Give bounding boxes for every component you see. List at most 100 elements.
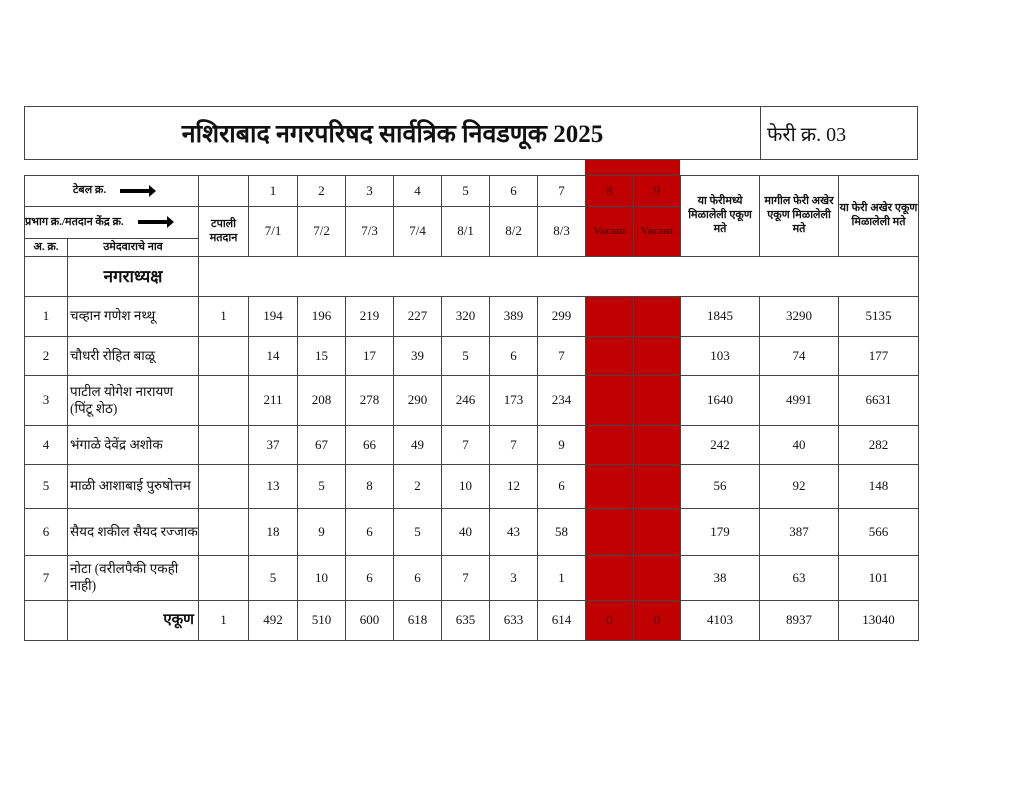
table-no: 7: [537, 175, 587, 207]
booth-label: प्रभाग क्र./मतदान केंद्र क्र.: [25, 215, 124, 228]
results-table: टेबल क्र. 1 2 3 4 5 6 7 8 9 या फेरीमध्ये…: [23, 175, 920, 641]
booth-no: 7/4: [393, 206, 443, 257]
cumulative-total: 6631: [838, 375, 920, 426]
booth-no: 8/2: [489, 206, 539, 257]
this-round-total-header: या फेरीमध्ये मिळालेली एकूण मते: [680, 175, 761, 257]
booth-no: 7/3: [345, 206, 395, 257]
booth-label-cell: प्रभाग क्र./मतदान केंद्र क्र.: [23, 206, 200, 239]
candidate-row: 4 भंगाळे देवेंद्र अशोक 37 67 66 49 7 7 9 242 40 282: [24, 425, 920, 465]
table-no: 4: [393, 175, 443, 207]
table-total: 635: [441, 600, 491, 641]
table-votes: 7: [537, 336, 587, 376]
previous-total: 74: [759, 336, 840, 376]
postal-votes: [198, 375, 250, 426]
total-row: एकूण 1 492 510 600 618 635 633 614 0 0 4103 8937 1304…: [24, 600, 920, 641]
sr-no: 4: [24, 425, 68, 465]
cumulative-total: 282: [838, 425, 920, 465]
table-votes: 12: [489, 464, 539, 509]
postal-votes: [198, 336, 250, 376]
round-total: 103: [680, 336, 761, 376]
table-votes: 9: [537, 425, 587, 465]
table-votes: 5: [297, 464, 347, 509]
table-votes: 6: [345, 508, 395, 556]
table-votes: 246: [441, 375, 491, 426]
table-no-label: टेबल क्र.: [72, 184, 107, 197]
previous-total: 4991: [759, 375, 840, 426]
total-label: एकूण: [66, 600, 200, 641]
page-title: नशिराबाद नगरपरिषद सार्वत्रिक निवडणूक 202…: [25, 107, 761, 159]
previous-total: 40: [759, 425, 840, 465]
candidate-row: 6 सैयद शकील सैयद रज्जाक 18 9 6 5 40 43 58 179 387 5…: [24, 508, 920, 556]
postal-votes: [198, 555, 250, 601]
table-votes: 17: [345, 336, 395, 376]
table-no: 5: [441, 175, 491, 207]
section-row: नगराध्यक्ष: [24, 256, 920, 297]
table-total: 0: [585, 600, 635, 641]
table-votes: 5: [441, 336, 491, 376]
previous-total: 387: [759, 508, 840, 556]
table-votes: 37: [248, 425, 299, 465]
candidate-name: सैयद शकील सैयद रज्जाक: [66, 508, 200, 556]
booth-no: 8/1: [441, 206, 491, 257]
table-no: 3: [345, 175, 395, 207]
table-votes: [585, 336, 635, 376]
table-votes: 14: [248, 336, 299, 376]
table-votes: 290: [393, 375, 443, 426]
table-total: 633: [489, 600, 539, 641]
candidate-name: नोटा (वरीलपैकी एकही नाही): [66, 555, 200, 601]
table-votes: 3: [489, 555, 539, 601]
table-votes: [585, 375, 635, 426]
table-votes: 219: [345, 296, 395, 337]
cumulative-total: 148: [838, 464, 920, 509]
previous-total: 92: [759, 464, 840, 509]
table-votes: [585, 508, 635, 556]
sr-no: 6: [24, 508, 68, 556]
table-votes: 2: [393, 464, 443, 509]
table-votes: [633, 508, 682, 556]
table-votes: 211: [248, 375, 299, 426]
booth-no: 7/1: [248, 206, 299, 257]
table-votes: 278: [345, 375, 395, 426]
table-votes: 10: [297, 555, 347, 601]
table-votes: [585, 296, 635, 337]
booth-vacant: Vacant: [633, 206, 682, 257]
arrow-right-icon: [137, 216, 174, 229]
table-votes: [633, 336, 682, 376]
table-votes: 13: [248, 464, 299, 509]
table-votes: 7: [441, 555, 491, 601]
table-votes: 67: [297, 425, 347, 465]
sr-no: 7: [24, 555, 68, 601]
table-total: 618: [393, 600, 443, 641]
table-votes: 10: [441, 464, 491, 509]
table-votes: 1: [537, 555, 587, 601]
candidate-name: चव्हान गणेश नथ्थू: [66, 296, 200, 337]
candidate-name: माळी आशाबाई पुरुषोत्तम: [66, 464, 200, 509]
table-no: 9: [633, 175, 682, 207]
postal-votes: [198, 508, 250, 556]
candidate-row: 5 माळी आशाबाई पुरुषोत्तम 13 5 8 2 10 12 6 56 92 148: [24, 464, 920, 509]
sr-no: 2: [24, 336, 68, 376]
candidate-name: चौधरी रोहित बाळू: [66, 336, 200, 376]
cumulative-total: 566: [838, 508, 920, 556]
table-votes: 6: [489, 336, 539, 376]
title-box: नशिराबाद नगरपरिषद सार्वत्रिक निवडणूक 202…: [24, 106, 918, 160]
empty-cell: [24, 256, 68, 297]
sr-no: 3: [24, 375, 68, 426]
cumulative-total: 101: [838, 555, 920, 601]
section-title: नगराध्यक्ष: [66, 256, 200, 297]
header-row-booth: प्रभाग क्र./मतदान केंद्र क्र. टपाली मतदा…: [23, 206, 919, 257]
empty-cell: [198, 256, 920, 297]
empty-cell: [198, 175, 250, 207]
candidate-row: 3 पाटील योगेश नारायण (पिंटू शेठ) 211 208 278…: [24, 375, 920, 426]
round-number: फेरी क्र. 03: [767, 123, 847, 146]
table-votes: 5: [393, 508, 443, 556]
round-total: 56: [680, 464, 761, 509]
table-votes: 5: [248, 555, 299, 601]
table-votes: 58: [537, 508, 587, 556]
table-votes: 299: [537, 296, 587, 337]
candidate-row: 1 चव्हान गणेश नथ्थू 1 194 196 219 227 320 389 299…: [24, 296, 920, 337]
arrow-right-icon: [120, 184, 157, 197]
table-votes: 7: [441, 425, 491, 465]
table-total: 0: [633, 600, 682, 641]
table-votes: 40: [441, 508, 491, 556]
